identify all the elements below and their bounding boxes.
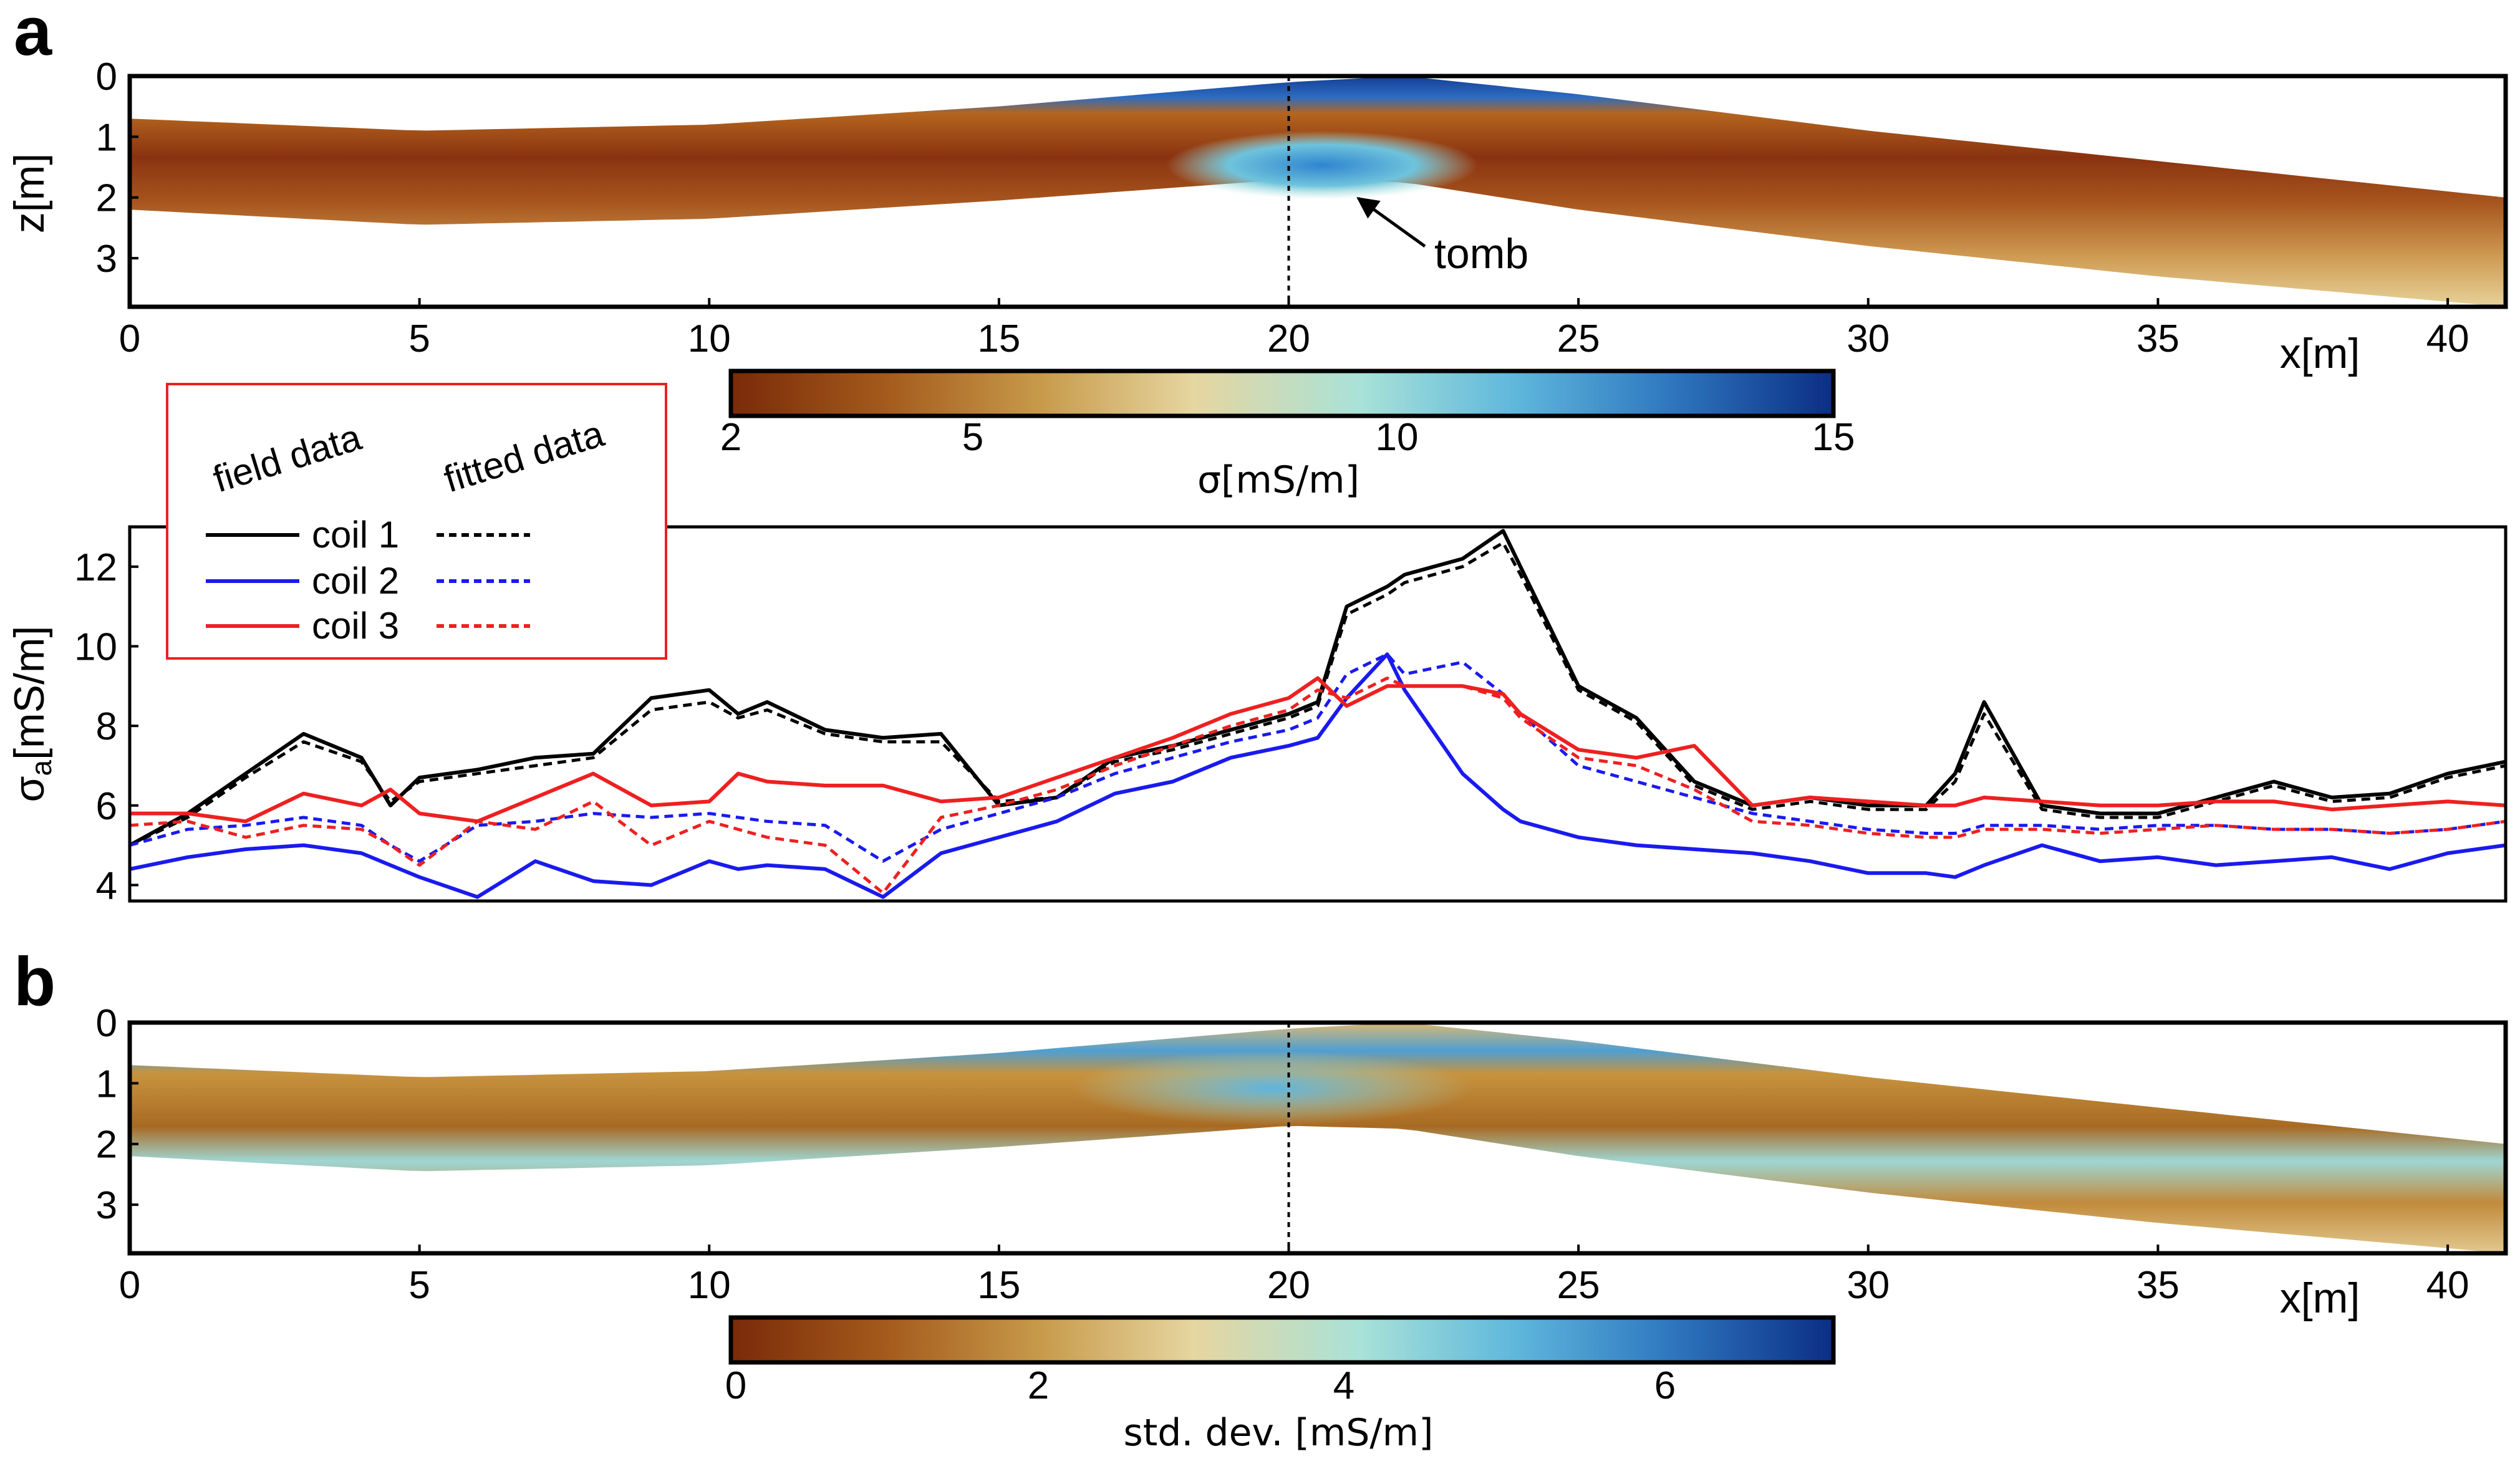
std-dev-section-x-tick-label: 0 [119, 1264, 140, 1307]
sigma-section-depth-ticks: 0 1 2 3 [96, 55, 138, 281]
tomb-arrow [1356, 196, 1426, 248]
coil-2-field-line [129, 652, 2506, 899]
apparent-conductivity-plot: 4 6 8 10 12 σa[mS/m] [6, 525, 2508, 907]
sigma-section-depth-tick-label: 2 [96, 177, 117, 220]
std-dev-colorbar-label: std. dev. [mS/m] [1123, 1411, 1433, 1455]
coil-1-fitted-line [128, 541, 2506, 847]
sigma-section-frame [127, 74, 2508, 309]
std-dev-section-x-tick-label: 15 [977, 1264, 1020, 1307]
std-dev-section-depth-tick-label: 3 [96, 1184, 117, 1227]
line-plot-y-tick-label: 4 [96, 864, 117, 907]
line-plot-y-ticks: 4 6 8 10 12 [74, 546, 138, 907]
tomb-label: tomb [1434, 230, 1528, 277]
line-plot-y-tick-label: 8 [96, 705, 117, 748]
sigma-section: 0 1 2 3 0 5 10 15 20 25 30 35 40 z[m] x[m] tomb [6, 55, 2508, 377]
sigma-section-depth-tick-label: 3 [96, 238, 117, 281]
line-plot-frame [128, 525, 2508, 903]
apparent-conductivity-series [128, 529, 2506, 899]
tomb-anomaly [1166, 131, 1478, 200]
std-dev-section-depth-tick-label: 0 [96, 1002, 117, 1045]
x-axis-label-b: x[m] [2280, 1274, 2360, 1322]
std-dev-section-x-tick-label: 10 [688, 1264, 731, 1307]
sigma-colorbar: 2 5 10 15 σ[mS/m] [720, 368, 1855, 502]
sigma-section-x-tick-label: 30 [1847, 317, 1890, 360]
legend-label-coil1: coil 1 [312, 514, 399, 556]
sigma-colorbar-gradient [728, 368, 1836, 418]
std-dev-section-frame [127, 1020, 2508, 1256]
legend-label-coil3: coil 3 [312, 605, 399, 647]
coil-2-fitted-line [129, 652, 2506, 863]
legend-box [166, 383, 667, 660]
std-dev-colorbar-tick: 4 [1333, 1364, 1354, 1407]
line-plot-y-tick-label: 12 [74, 546, 117, 589]
sigma-section-depth-tick-label: 1 [96, 116, 117, 159]
std-dev-section-x-tick-label: 30 [1847, 1264, 1890, 1307]
sigma-colorbar-tick: 15 [1812, 416, 1855, 459]
std-dev-colorbar-tick: 0 [725, 1364, 746, 1407]
std-dev-section-x-tick-label: 40 [2426, 1264, 2469, 1307]
std-dev-section-depth-tick-label: 1 [96, 1062, 117, 1106]
std-dev-colorbar-gradient [728, 1315, 1836, 1365]
std-dev-section-band [130, 1023, 2506, 1253]
legend-label-coil2: coil 2 [312, 560, 399, 602]
legend: field data fitted data coil 1 coil 2 coi… [166, 383, 667, 660]
line-plot-y-tick-label: 6 [96, 785, 117, 828]
sigma-section-x-tick-label: 10 [688, 317, 731, 360]
sigma-colorbar-tick: 10 [1376, 416, 1419, 459]
std-dev-colorbar-tick: 2 [1028, 1364, 1049, 1407]
x-axis-label-a: x[m] [2280, 330, 2360, 377]
std-dev-section-depth-ticks: 0 1 2 3 [96, 1002, 138, 1227]
std-dev-anomaly [1073, 1051, 1472, 1125]
sigma-section-x-tick-label: 15 [977, 317, 1020, 360]
coil-3-fitted-line [129, 677, 2506, 895]
std-dev-section-x-tick-label: 20 [1267, 1264, 1310, 1307]
panel-letter-b: b [14, 943, 56, 1020]
coil-1-field-line [128, 529, 2506, 847]
sigma-colorbar-label: σ[mS/m] [1197, 458, 1359, 502]
std-dev-colorbar: 0 2 4 6 std. dev. [mS/m] [725, 1315, 1836, 1455]
line-plot-y-tick-label: 10 [74, 625, 117, 668]
sigma-section-x-tick-label: 25 [1557, 317, 1600, 360]
std-dev-section-x-tick-label: 25 [1557, 1264, 1600, 1307]
panel-letter-a: a [14, 0, 52, 70]
std-dev-section-depth-tick-label: 2 [96, 1124, 117, 1167]
sigma-colorbar-tick: 2 [720, 416, 741, 459]
sigma-colorbar-tick: 5 [962, 416, 983, 459]
sigma-section-x-tick-label: 0 [119, 317, 140, 360]
coil-3-field-line [130, 676, 2506, 824]
apparent-conductivity-axis-label: σa[mS/m] [6, 626, 57, 802]
depth-axis-label: z[m] [6, 153, 53, 233]
sigma-section-x-ticks: 0 5 10 15 20 25 30 35 40 [119, 298, 2469, 360]
std-dev-section: 0 1 2 3 0 5 10 15 20 25 30 35 40 x[m] [96, 1002, 2508, 1322]
std-dev-section-x-tick-label: 35 [2136, 1264, 2180, 1307]
std-dev-section-x-tick-label: 5 [408, 1264, 430, 1307]
std-dev-section-x-ticks: 0 5 10 15 20 25 30 35 40 [119, 1245, 2469, 1307]
sigma-section-x-tick-label: 40 [2426, 317, 2469, 360]
sigma-section-depth-tick-label: 0 [96, 55, 117, 99]
sigma-section-x-tick-label: 35 [2136, 317, 2180, 360]
sigma-section-x-tick-label: 5 [408, 317, 430, 360]
std-dev-colorbar-tick: 6 [1654, 1364, 1676, 1407]
sigma-section-x-tick-label: 20 [1267, 317, 1310, 360]
sigma-section-band [130, 76, 2506, 307]
